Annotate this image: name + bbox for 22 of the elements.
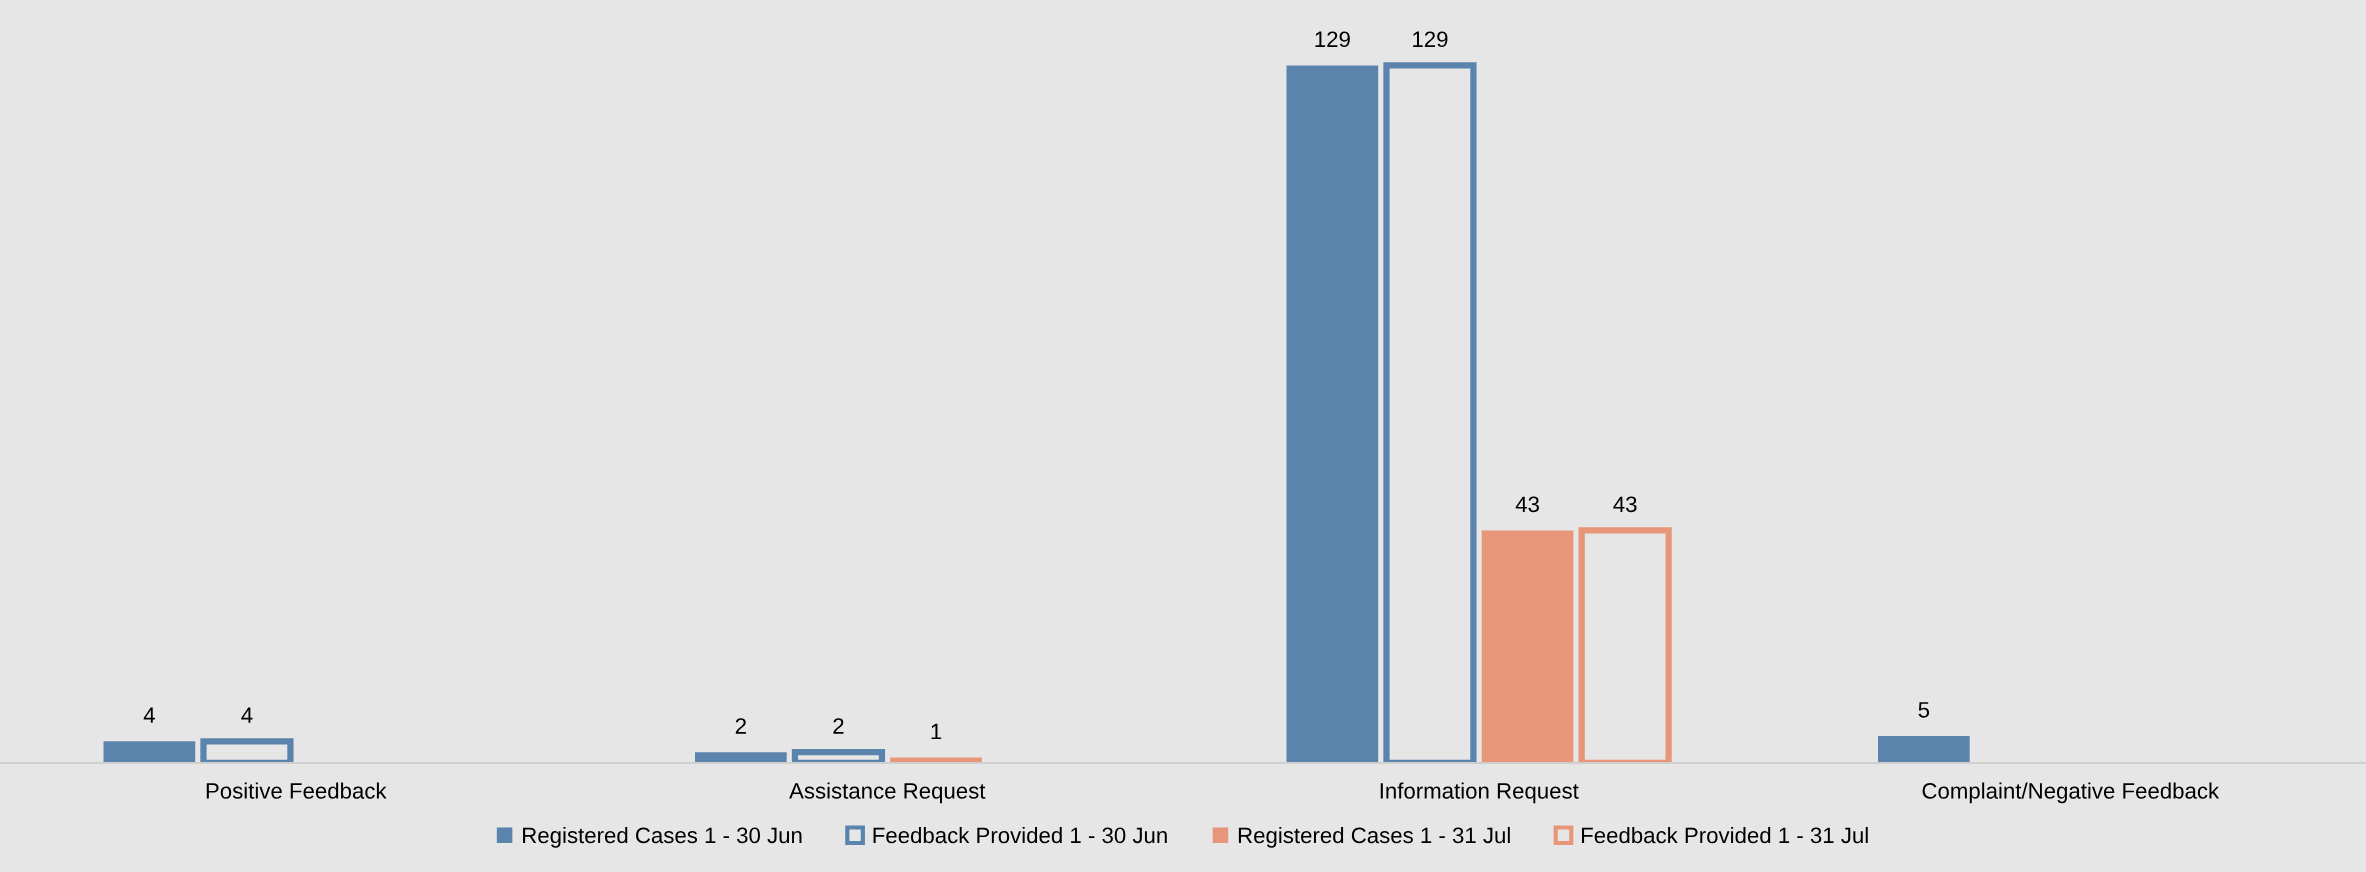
- bar: [103, 741, 196, 763]
- data-label: 1: [931, 723, 942, 740]
- x-tick-label: Complaint/Negative Feedback: [1922, 782, 2220, 804]
- bar: [695, 752, 787, 763]
- bar: [1481, 530, 1574, 763]
- x-tick-label: Information Request: [1380, 782, 1579, 804]
- x-tick-label: Assistance Request: [789, 782, 986, 804]
- legend-label: Feedback Provided 1 - 31 Jul: [1581, 826, 1868, 844]
- data-label: 2: [833, 718, 844, 734]
- data-label: 129: [1413, 31, 1448, 48]
- data-label: 2: [735, 718, 746, 734]
- data-label: 4: [143, 707, 155, 723]
- data-label: 129: [1315, 31, 1350, 48]
- data-label: 4: [241, 707, 253, 723]
- data-label: 5: [1918, 702, 1930, 718]
- data-label: 43: [1613, 496, 1637, 513]
- x-tick-label: Positive Feedback: [206, 782, 387, 799]
- data-label: 43: [1515, 496, 1539, 513]
- legend-label: Feedback Provided 1 - 30 Jun: [873, 826, 1167, 844]
- legend-label: Registered Cases 1 - 30 Jun: [523, 826, 802, 848]
- bar: [1878, 735, 1970, 763]
- legend-label: Registered Cases 1 - 31 Jul: [1238, 826, 1510, 848]
